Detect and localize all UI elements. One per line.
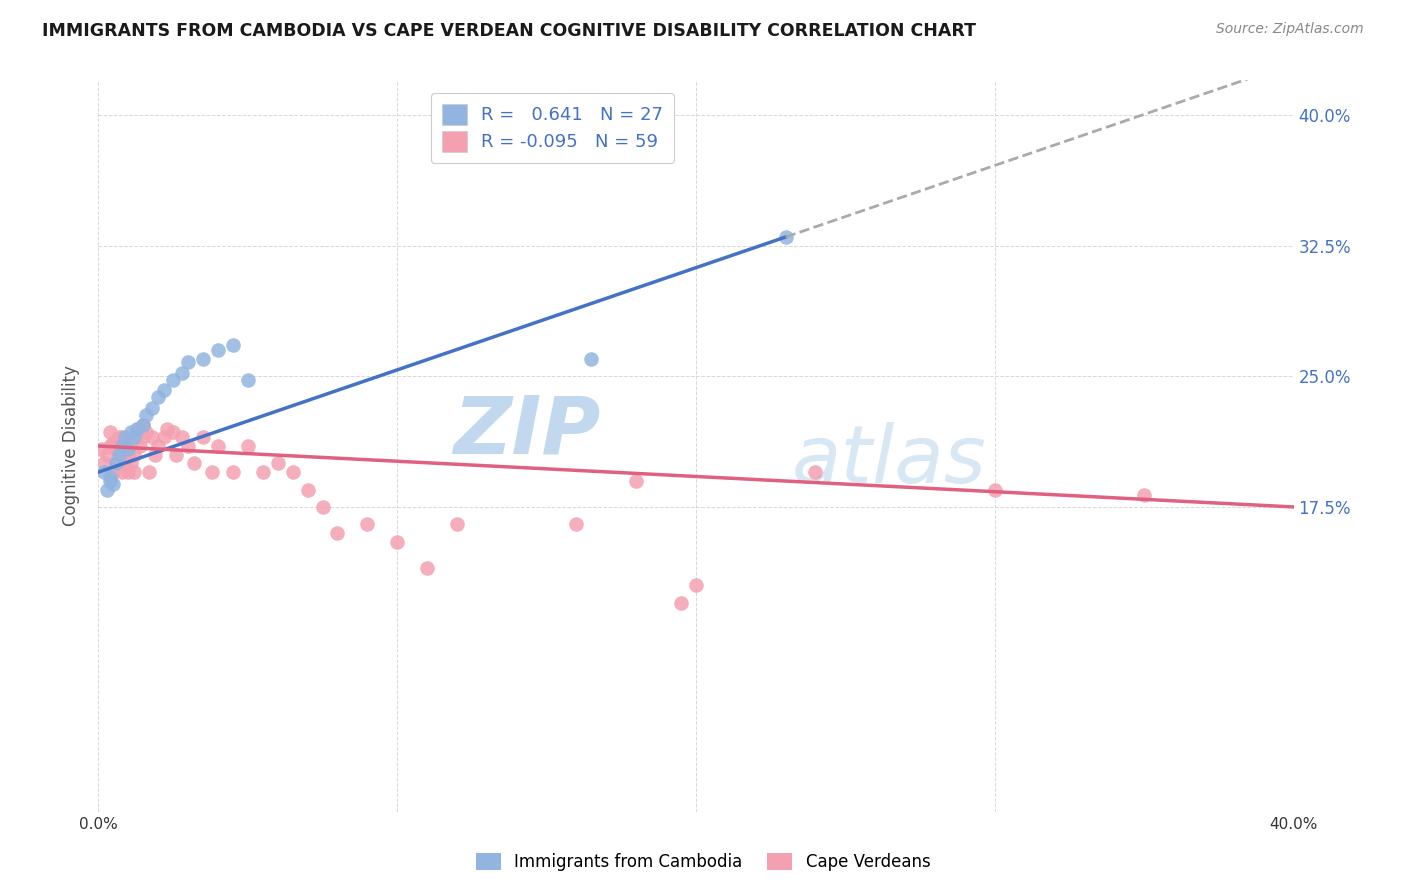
Point [143,448,166,462]
Point [98,425,122,439]
Point [103,465,125,479]
Point [90,442,112,457]
Point [1133,488,1156,502]
Point [105,457,128,471]
Point [172,366,194,380]
Point [565,517,588,532]
Legend: Immigrants from Cambodia, Cape Verdeans: Immigrants from Cambodia, Cape Verdeans [467,845,939,880]
Point [114,439,136,453]
Point [446,517,468,532]
Point [93,465,115,479]
Point [108,448,131,462]
Point [132,418,155,433]
Point [114,457,136,471]
Point [103,477,125,491]
Point [222,338,245,352]
Point [581,351,603,366]
Point [127,421,149,435]
Point [326,526,349,541]
Point [416,561,439,575]
Point [132,418,155,433]
Point [177,355,200,369]
Text: atlas: atlas [792,422,987,500]
Point [685,578,707,592]
Point [98,470,122,484]
Point [191,430,214,444]
Point [124,430,146,444]
Point [162,425,184,439]
Point [183,457,205,471]
Point [804,465,827,479]
Legend: R =   0.641   N = 27, R = -0.095   N = 59: R = 0.641 N = 27, R = -0.095 N = 59 [430,93,675,162]
Point [201,465,224,479]
Point [153,430,176,444]
Point [105,457,128,471]
Point [669,596,692,610]
Point [172,430,194,444]
Point [252,465,274,479]
Text: ZIP: ZIP [453,392,600,470]
Point [98,439,122,453]
Point [120,425,142,439]
Point [236,439,259,453]
Point [135,408,157,422]
Point [124,448,146,462]
Point [281,465,304,479]
Point [96,483,118,497]
Point [108,448,131,462]
Point [124,465,146,479]
Point [111,430,134,444]
Point [108,430,131,444]
Point [177,439,200,453]
Point [775,230,797,244]
Point [153,384,176,398]
Point [984,483,1007,497]
Point [148,390,170,404]
Point [111,439,134,453]
Point [156,421,179,435]
Point [626,474,648,488]
Y-axis label: Cognitive Disability: Cognitive Disability [62,366,80,526]
Point [267,457,290,471]
Point [207,343,229,358]
Point [138,465,160,479]
Point [120,457,142,471]
Point [297,483,319,497]
Point [103,435,125,450]
Point [236,373,259,387]
Point [135,425,157,439]
Point [120,435,142,450]
Point [117,442,139,457]
Point [93,457,115,471]
Point [96,448,118,462]
Point [207,439,229,453]
Point [111,465,134,479]
Point [148,439,170,453]
Text: Source: ZipAtlas.com: Source: ZipAtlas.com [1216,22,1364,37]
Point [141,430,163,444]
Point [165,448,187,462]
Point [117,465,139,479]
Point [311,500,333,514]
Point [222,465,245,479]
Point [117,448,139,462]
Point [385,534,409,549]
Point [191,351,214,366]
Point [132,430,155,444]
Point [162,373,184,387]
Text: IMMIGRANTS FROM CAMBODIA VS CAPE VERDEAN COGNITIVE DISABILITY CORRELATION CHART: IMMIGRANTS FROM CAMBODIA VS CAPE VERDEAN… [42,22,976,40]
Point [127,421,149,435]
Point [141,401,163,415]
Point [114,430,136,444]
Point [98,474,122,488]
Point [356,517,378,532]
Point [105,442,128,457]
Point [129,439,152,453]
